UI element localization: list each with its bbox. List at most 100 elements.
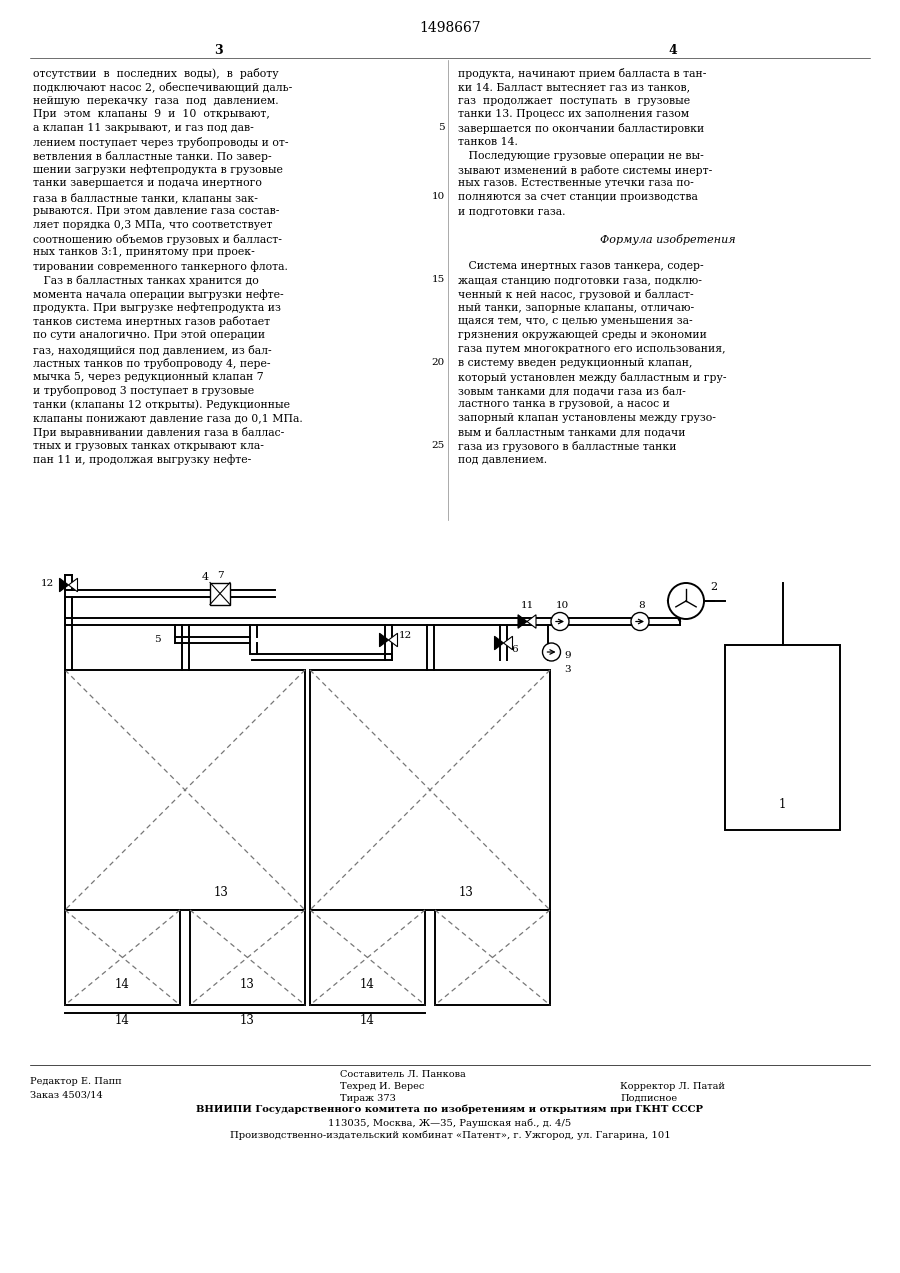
- Text: Корректор Л. Патай: Корректор Л. Патай: [620, 1082, 724, 1091]
- Text: 11: 11: [520, 602, 534, 611]
- Text: газа в балластные танки, клапаны зак-: газа в балластные танки, клапаны зак-: [33, 192, 258, 202]
- Bar: [65, 910, 180, 1004]
- Text: 13: 13: [459, 886, 473, 899]
- Polygon shape: [518, 615, 527, 629]
- Text: 10: 10: [555, 602, 569, 611]
- Text: Редактор Е. Папп: Редактор Е. Папп: [30, 1077, 122, 1086]
- Text: момента начала операции выгрузки нефте-: момента начала операции выгрузки нефте-: [33, 289, 284, 299]
- Text: 113035, Москва, Ж—35, Раушская наб., д. 4/5: 113035, Москва, Ж—35, Раушская наб., д. …: [328, 1118, 572, 1128]
- Text: тировании современного танкерного флота.: тировании современного танкерного флота.: [33, 261, 288, 272]
- Text: 6: 6: [512, 645, 518, 654]
- Text: 7: 7: [217, 572, 223, 580]
- Text: При выравнивании давления газа в баллас-: При выравнивании давления газа в баллас-: [33, 426, 284, 438]
- Text: продукта, начинают прием балласта в тан-: продукта, начинают прием балласта в тан-: [458, 67, 706, 79]
- Polygon shape: [527, 615, 536, 629]
- Text: Производственно-издательский комбинат «Патент», г. Ужгород, ул. Гагарина, 101: Производственно-издательский комбинат «П…: [230, 1130, 670, 1139]
- Text: 4: 4: [669, 43, 678, 56]
- Text: танков 14.: танков 14.: [458, 137, 518, 146]
- Text: пан 11 и, продолжая выгрузку нефте-: пан 11 и, продолжая выгрузку нефте-: [33, 454, 251, 465]
- Text: 1: 1: [778, 798, 787, 811]
- Text: 14: 14: [360, 979, 375, 992]
- Text: 1498667: 1498667: [419, 20, 481, 34]
- Text: ки 14. Балласт вытесняет газ из танков,: ки 14. Балласт вытесняет газ из танков,: [458, 81, 690, 92]
- Bar: [65, 670, 305, 910]
- Text: жащая станцию подготовки газа, подклю-: жащая станцию подготовки газа, подклю-: [458, 275, 702, 285]
- Text: в систему введен редукционный клапан,: в систему введен редукционный клапан,: [458, 358, 692, 368]
- Text: 13: 13: [240, 979, 255, 992]
- Text: рываются. При этом давление газа состав-: рываются. При этом давление газа состав-: [33, 206, 279, 216]
- Text: ченный к ней насос, грузовой и балласт-: ченный к ней насос, грузовой и балласт-: [458, 289, 694, 300]
- Text: 3: 3: [213, 43, 222, 56]
- Text: 14: 14: [360, 1015, 375, 1027]
- Text: 2: 2: [710, 582, 717, 592]
- Text: Техред И. Верес: Техред И. Верес: [340, 1082, 425, 1091]
- Text: запорный клапан установлены между грузо-: запорный клапан установлены между грузо-: [458, 412, 716, 423]
- Text: танки 13. Процесс их заполнения газом: танки 13. Процесс их заполнения газом: [458, 109, 689, 120]
- Text: мычка 5, через редукционный клапан 7: мычка 5, через редукционный клапан 7: [33, 372, 264, 382]
- Text: 14: 14: [115, 1015, 130, 1027]
- Text: 9: 9: [564, 651, 572, 659]
- Text: который установлен между балластным и гру-: который установлен между балластным и гр…: [458, 372, 726, 383]
- Text: тных и грузовых танках открывают кла-: тных и грузовых танках открывают кла-: [33, 440, 264, 451]
- Text: При  этом  клапаны  9  и  10  открывают,: При этом клапаны 9 и 10 открывают,: [33, 109, 270, 120]
- Text: 10: 10: [432, 192, 445, 201]
- Text: ветвления в балластные танки. По завер-: ветвления в балластные танки. По завер-: [33, 150, 272, 162]
- Text: зывают изменений в работе системы инерт-: зывают изменений в работе системы инерт-: [458, 164, 712, 176]
- Text: вым и балластным танками для подачи: вым и балластным танками для подачи: [458, 426, 686, 438]
- Text: и трубопровод 3 поступает в грузовые: и трубопровод 3 поступает в грузовые: [33, 386, 254, 396]
- Text: Система инертных газов танкера, содер-: Система инертных газов танкера, содер-: [458, 261, 704, 271]
- Text: 5: 5: [155, 635, 161, 644]
- Text: ластного танка в грузовой, а насос и: ластного танка в грузовой, а насос и: [458, 400, 670, 409]
- Text: 13: 13: [213, 886, 229, 899]
- Text: а клапан 11 закрывают, и газ под дав-: а клапан 11 закрывают, и газ под дав-: [33, 123, 254, 134]
- Bar: [310, 910, 425, 1004]
- Text: ных танков 3:1, принятому при проек-: ных танков 3:1, принятому при проек-: [33, 247, 255, 257]
- Circle shape: [668, 583, 704, 619]
- Circle shape: [543, 643, 561, 661]
- Text: танков система инертных газов работает: танков система инертных газов работает: [33, 317, 270, 327]
- Text: ный танки, запорные клапаны, отличаю-: ный танки, запорные клапаны, отличаю-: [458, 303, 694, 313]
- Text: щаяся тем, что, с целью уменьшения за-: щаяся тем, что, с целью уменьшения за-: [458, 317, 693, 326]
- Polygon shape: [389, 633, 398, 647]
- Text: газ  продолжает  поступать  в  грузовые: газ продолжает поступать в грузовые: [458, 95, 690, 106]
- Text: под давлением.: под давлением.: [458, 454, 547, 465]
- Text: 12: 12: [399, 630, 411, 639]
- Text: ВНИИПИ Государственного комитета по изобретениям и открытиям при ГКНТ СССР: ВНИИПИ Государственного комитета по изоб…: [196, 1105, 704, 1114]
- Text: Последующие грузовые операции не вы-: Последующие грузовые операции не вы-: [458, 150, 704, 160]
- Polygon shape: [503, 636, 512, 649]
- Text: продукта. При выгрузке нефтепродукта из: продукта. При выгрузке нефтепродукта из: [33, 303, 281, 313]
- Bar: [435, 910, 550, 1004]
- Polygon shape: [494, 636, 503, 649]
- Polygon shape: [68, 578, 77, 592]
- Text: завершается по окончании балластировки: завершается по окончании балластировки: [458, 123, 704, 134]
- Text: 15: 15: [432, 275, 445, 284]
- Text: танки (клапаны 12 открыты). Редукционные: танки (клапаны 12 открыты). Редукционные: [33, 400, 290, 410]
- Text: нейшую  перекачку  газа  под  давлением.: нейшую перекачку газа под давлением.: [33, 95, 279, 106]
- Text: зовым танками для подачи газа из бал-: зовым танками для подачи газа из бал-: [458, 386, 686, 396]
- Text: танки завершается и подача инертного: танки завершается и подача инертного: [33, 178, 262, 188]
- Text: 5: 5: [438, 123, 445, 132]
- Text: 3: 3: [564, 666, 572, 675]
- Text: и подготовки газа.: и подготовки газа.: [458, 206, 565, 216]
- Text: 13: 13: [240, 1015, 255, 1027]
- Text: 14: 14: [115, 979, 130, 992]
- Circle shape: [631, 612, 649, 630]
- Text: ляет порядка 0,3 МПа, что соответствует: ляет порядка 0,3 МПа, что соответствует: [33, 220, 273, 230]
- Text: газа из грузового в балластные танки: газа из грузового в балластные танки: [458, 440, 677, 452]
- Polygon shape: [380, 633, 389, 647]
- Text: Составитель Л. Панкова: Составитель Л. Панкова: [340, 1071, 466, 1080]
- Text: Формула изобретения: Формула изобретения: [600, 234, 736, 244]
- Text: клапаны понижают давление газа до 0,1 МПа.: клапаны понижают давление газа до 0,1 МП…: [33, 412, 302, 423]
- Text: соотношению объемов грузовых и балласт-: соотношению объемов грузовых и балласт-: [33, 234, 282, 244]
- Text: ных газов. Естественные утечки газа по-: ных газов. Естественные утечки газа по-: [458, 178, 694, 188]
- Text: полняются за счет станции производства: полняются за счет станции производства: [458, 192, 698, 202]
- Text: грязнения окружающей среды и экономии: грязнения окружающей среды и экономии: [458, 330, 706, 340]
- Text: отсутствии  в  последних  воды),  в  работу: отсутствии в последних воды), в работу: [33, 67, 279, 79]
- Bar: [210, 583, 230, 605]
- Text: 8: 8: [639, 602, 645, 611]
- Text: по сути аналогично. При этой операции: по сути аналогично. При этой операции: [33, 330, 266, 340]
- Text: 20: 20: [432, 358, 445, 367]
- Text: шении загрузки нефтепродукта в грузовые: шении загрузки нефтепродукта в грузовые: [33, 164, 283, 176]
- Text: газа путем многократного его использования,: газа путем многократного его использован…: [458, 344, 725, 354]
- Text: 4: 4: [202, 572, 209, 582]
